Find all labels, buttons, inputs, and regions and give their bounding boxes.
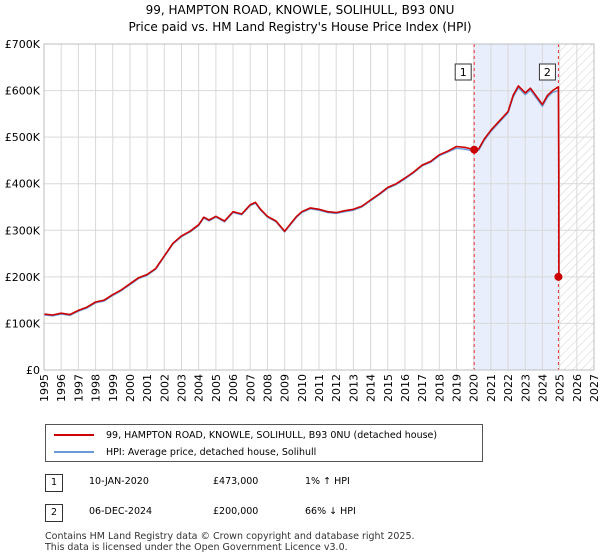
price-chart: 1 2 £0 £100K £200K £300K £400K £500K £600K £700K 1… — [5, 38, 600, 402]
series-line-property — [43, 85, 560, 316]
legend-swatch-hpi — [54, 451, 94, 453]
legend-swatch-property — [54, 434, 94, 436]
x-tick-label: 1997 — [72, 374, 85, 402]
y-tick-label: £100K — [5, 317, 41, 330]
x-tick-label: 2014 — [365, 374, 378, 402]
y-tick-label: £200K — [5, 271, 41, 284]
annotation-label: 2 — [544, 66, 551, 79]
x-tick-label: 2004 — [193, 374, 206, 402]
sale-point — [470, 145, 479, 154]
x-tick-label: 1998 — [90, 374, 103, 402]
x-tick-label: 2008 — [261, 374, 274, 402]
x-tick-label: 2020 — [468, 374, 481, 402]
chart-title-address: 99, HAMPTON ROAD, KNOWLE, SOLIHULL, B93 … — [145, 3, 455, 17]
x-tick-label: 1996 — [55, 374, 68, 402]
transaction-date: 06-DEC-2024 — [89, 506, 153, 517]
plot-border — [43, 43, 595, 371]
x-tick-label: 1999 — [107, 374, 120, 402]
x-tick-label: 2023 — [519, 374, 532, 402]
series-line-hpi — [43, 87, 559, 317]
x-tick-label: 2009 — [279, 374, 292, 402]
y-tick-label: £700K — [5, 38, 41, 51]
transaction-marker-number: 1 — [45, 474, 63, 492]
ownership-period-shading — [474, 44, 559, 370]
forecast-hatch-region — [558, 44, 594, 370]
x-tick-label: 2011 — [313, 374, 326, 402]
x-tick-label: 2017 — [416, 374, 429, 402]
legend-entry-hpi: HPI: Average price, detached house, Soli… — [54, 444, 316, 460]
chart-subtitle: Price paid vs. HM Land Registry's House … — [128, 20, 472, 34]
transaction-hpi-diff: 66% ↓ HPI — [305, 506, 356, 517]
x-tick-label: 2005 — [210, 374, 223, 402]
x-tick-label: 2024 — [536, 374, 549, 402]
x-tick-label: 1995 — [38, 374, 51, 402]
legend-label-property: 99, HAMPTON ROAD, KNOWLE, SOLIHULL, B93 … — [106, 429, 438, 441]
x-tick-label: 2022 — [502, 374, 515, 402]
legend-label-hpi: HPI: Average price, detached house, Soli… — [106, 446, 317, 458]
annotation-label: 1 — [460, 66, 467, 79]
x-tick-label: 2026 — [571, 374, 584, 402]
x-tick-label: 2027 — [588, 374, 600, 402]
transaction-row: 2 06-DEC-2024 £200,000 66% ↓ HPI — [45, 502, 565, 524]
footer-licence: This data is licensed under the Open Gov… — [45, 542, 348, 553]
x-tick-label: 2021 — [485, 374, 498, 402]
footer-copyright: Contains HM Land Registry data © Crown c… — [45, 531, 415, 542]
x-tick-label: 2010 — [296, 374, 309, 402]
x-tick-label: 2007 — [244, 374, 257, 402]
x-tick-label: 2016 — [399, 374, 412, 402]
transaction-price: £200,000 — [213, 506, 259, 517]
x-tick-label: 2003 — [176, 374, 189, 402]
transaction-marker-number: 2 — [45, 504, 63, 522]
x-tick-label: 2015 — [382, 374, 395, 402]
x-tick-label: 2025 — [554, 374, 567, 402]
y-tick-label: £400K — [5, 178, 41, 191]
x-tick-label: 2018 — [433, 374, 446, 402]
annotation-label-box — [454, 63, 472, 81]
x-tick-label: 2000 — [124, 374, 137, 402]
y-tick-label: £0 — [26, 364, 40, 377]
x-tick-label: 2001 — [141, 374, 154, 402]
legend-entry-property: 99, HAMPTON ROAD, KNOWLE, SOLIHULL, B93 … — [54, 427, 437, 443]
y-tick-label: £500K — [5, 131, 41, 144]
chart-legend: 99, HAMPTON ROAD, KNOWLE, SOLIHULL, B93 … — [45, 424, 483, 462]
transaction-row: 1 10-JAN-2020 £473,000 1% ↑ HPI — [45, 472, 565, 494]
x-tick-label: 2019 — [451, 374, 464, 402]
x-tick-label: 2013 — [347, 374, 360, 402]
transaction-price: £473,000 — [213, 476, 259, 487]
x-tick-label: 2006 — [227, 374, 240, 402]
x-tick-label: 2012 — [330, 374, 343, 402]
annotation-label-box — [538, 63, 556, 81]
transaction-date: 10-JAN-2020 — [89, 476, 149, 487]
attribution-footer: Contains HM Land Registry data © Crown c… — [45, 531, 415, 553]
transaction-hpi-diff: 1% ↑ HPI — [305, 476, 350, 487]
x-tick-label: 2002 — [158, 374, 171, 402]
sale-point — [554, 272, 563, 281]
y-tick-label: £300K — [5, 224, 41, 237]
y-tick-label: £600K — [5, 85, 41, 98]
